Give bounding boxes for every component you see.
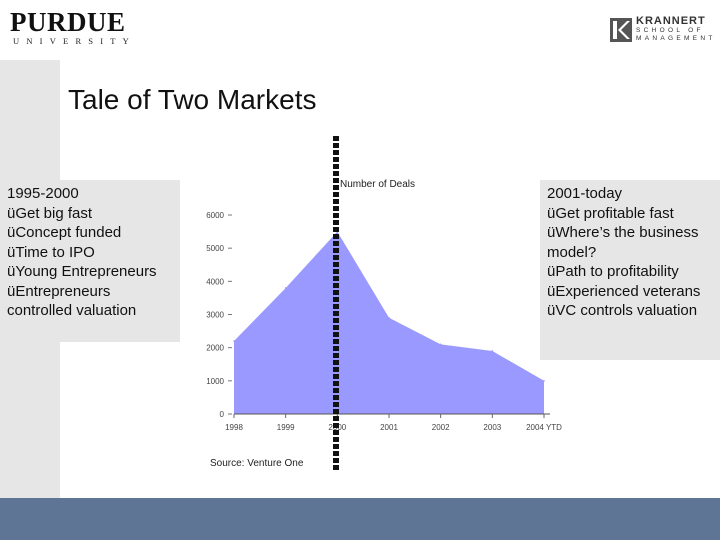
deals-area-chart: Number of Deals Source: Venture One 0 100… (206, 179, 562, 469)
purdue-subtitle: UNIVERSITY (13, 36, 136, 46)
right-text-box: 2001-today üGet profitable fast üWhere’s… (540, 180, 720, 360)
y-tick-label: 1000 (206, 377, 224, 386)
right-box-line: üVC controls valuation (547, 302, 698, 319)
chart-source: Source: Venture One (210, 458, 304, 469)
x-tick-label: 2002 (432, 423, 450, 432)
right-box-line: üPath to profitability (547, 263, 679, 280)
x-tick-label: 2001 (380, 423, 398, 432)
era-divider-line (333, 136, 339, 472)
y-tick-label: 2000 (206, 344, 224, 353)
x-tick-label: 1999 (277, 423, 295, 432)
left-box-line: üGet big fast (7, 204, 93, 222)
y-tick-label: 4000 (206, 277, 224, 286)
deal-point (284, 287, 287, 289)
x-tick-label: 2003 (483, 423, 501, 432)
krannert-k-icon (610, 17, 632, 42)
right-box-line: üGet profitable fast (547, 204, 674, 222)
left-box-line: üConcept funded (7, 224, 122, 241)
y-tick-label: 0 (220, 410, 225, 419)
krannert-logo: KRANNERT SCHOOL OF MANAGEMENT (610, 16, 716, 43)
y-tick-label: 6000 (206, 211, 224, 220)
left-box-line: üTime to IPO (7, 243, 95, 261)
slide-title: Tale of Two Markets (68, 84, 317, 115)
left-box-line: üYoung Entrepreneurs (7, 263, 157, 280)
right-box-line: üWhere’s the business (547, 224, 699, 241)
chart-title: Number of Deals (340, 179, 415, 190)
deal-point (233, 340, 235, 342)
right-box-line: üExperienced veterans (547, 282, 701, 300)
deal-point (388, 317, 390, 319)
deal-point (491, 350, 494, 352)
deal-point (543, 380, 545, 382)
y-tick-label: 3000 (206, 311, 224, 320)
left-box-line: üEntrepreneurs (7, 282, 111, 300)
y-tick-label: 5000 (206, 244, 224, 253)
left-box-line: 1995-2000 (7, 185, 79, 202)
left-box-line: controlled valuation (7, 302, 137, 319)
purdue-logo: PURDUE UNIVERSITY (10, 8, 136, 46)
left-text-box: 1995-2000 üGet big fast üConcept funded … (0, 180, 180, 342)
krannert-line1: SCHOOL OF (636, 27, 704, 34)
deal-point (439, 343, 442, 346)
krannert-name: KRANNERT (636, 15, 706, 27)
right-box-line: model? (547, 243, 597, 261)
deals-area (234, 231, 544, 414)
krannert-line2: MANAGEMENT (636, 35, 716, 42)
x-tick-label: 1998 (225, 423, 243, 432)
bottom-bar (0, 498, 720, 540)
right-box-line: 2001-today (547, 185, 623, 202)
purdue-wordmark: PURDUE (10, 7, 126, 37)
x-tick-label: 2004 YTD (526, 423, 562, 432)
